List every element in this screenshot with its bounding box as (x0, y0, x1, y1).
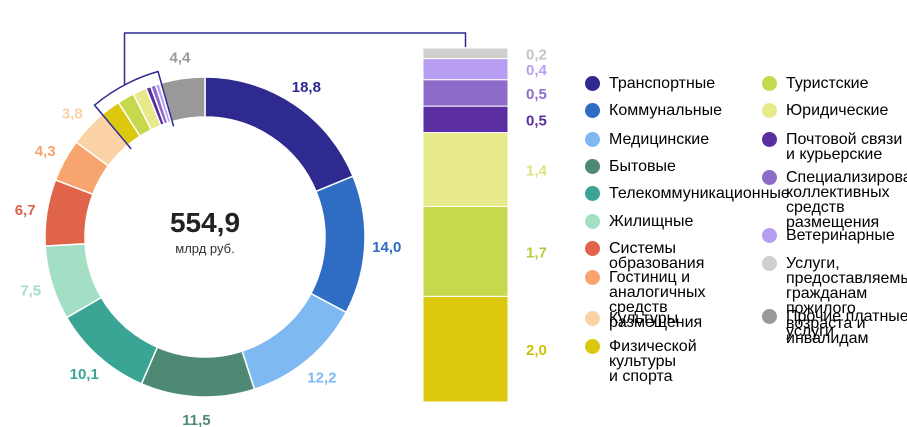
legend-swatch (762, 76, 777, 91)
legend-item-бытовые: Бытовые (585, 158, 735, 175)
donut-label-системы-образования: 6,7 (15, 202, 36, 219)
donut-label-коммунальные: 14,0 (372, 239, 401, 256)
bar-label-физической-культуры-и-спорта: 2,0 (526, 342, 547, 359)
bracket-connector-line (123, 32, 467, 85)
legend-swatch (585, 339, 600, 354)
center-total-unit: млрд руб. (175, 241, 234, 256)
bar-label-ветеринарные: 0,4 (526, 62, 548, 79)
legend-label: Прочие платные услуги (786, 308, 907, 340)
legend-label: Специализированных коллективных средств … (786, 169, 907, 231)
legend-item-коммунальные: Коммунальные (585, 102, 735, 119)
bar-segment-физической-культуры-и-спорта (422, 295, 509, 403)
legend-item-системы-образования: Системы образования (585, 240, 735, 272)
legend-swatch (762, 170, 777, 185)
donut-slice-транспортные (204, 76, 354, 193)
bar-segment-специализированных-коллективных-средств-размещения (422, 79, 509, 107)
legend-item-ветеринарные: Ветеринарные (762, 227, 907, 244)
donut-slice-прочие-платные-услуги (160, 76, 206, 123)
legend-item-телекоммуникационные: Телекоммуникационные (585, 186, 790, 202)
bar-label-почтовой-связи-и-курьерские: 0,5 (526, 112, 547, 129)
legend-item-специализированных-коллективных-средств-размещения: Специализированных коллективных средств … (762, 169, 907, 231)
legend-item-туристские: Туристские (762, 75, 907, 92)
small-slices-bracket (93, 70, 175, 150)
legend-label: Телекоммуникационные (609, 185, 790, 202)
legend-label: Физической культуры и спорта (609, 338, 697, 385)
legend-item-жилищные: Жилищные (585, 213, 735, 230)
legend-label: Транспортные (609, 75, 716, 92)
legend-label: Туристские (786, 75, 869, 92)
donut-label-гостиниц-и-аналогичных-средств-размещения: 4,3 (35, 143, 56, 160)
bar-label-юридические: 1,4 (526, 163, 548, 180)
bar-segment-юридические (422, 132, 509, 208)
legend-item-гостиниц-и-аналогичных-средств-размещения: Гостиниц и аналогичных средств размещени… (585, 269, 735, 331)
donut-slice-коммунальные (309, 175, 366, 314)
legend-swatch (762, 103, 777, 118)
bar-label-туристские: 1,7 (526, 244, 547, 261)
legend-swatch (585, 241, 600, 256)
legend-label: Культуры (609, 310, 679, 327)
donut-label-телекоммуникационные: 10,1 (70, 366, 99, 383)
legend-label: Ветеринарные (786, 227, 895, 244)
legend-swatch (585, 103, 600, 118)
legend-swatch (585, 159, 600, 174)
legend-swatch (762, 256, 777, 271)
legend-label: Бытовые (609, 158, 676, 175)
legend-swatch (585, 270, 600, 285)
legend-label: Медицинские (609, 131, 710, 148)
bar-label-услуги-предоставляемые-гражданам-пожилого-возраста-и-инвалидам: 0,2 (526, 46, 547, 63)
donut-label-жилищные: 7,5 (20, 282, 41, 299)
bar-segment-туристские (422, 206, 509, 297)
bar-segment-ветеринарные (422, 58, 509, 81)
legend-label: Жилищные (609, 213, 694, 230)
legend-label: Юридические (786, 102, 889, 119)
bar-segment-почтовой-связи-и-курьерские (422, 105, 509, 134)
legend-item-прочие-платные-услуги: Прочие платные услуги (762, 308, 907, 340)
legend-item-культуры: Культуры (585, 310, 735, 327)
bar-segment-услуги-предоставляемые-гражданам-пожилого-возраста-и-инвалидам (422, 47, 509, 60)
legend-swatch (762, 228, 777, 243)
legend-swatch (585, 132, 600, 147)
donut-label-медицинские: 12,2 (307, 370, 336, 387)
donut-label-прочие-платные-услуги: 4,4 (169, 50, 191, 67)
donut-label-транспортные: 18,8 (292, 79, 321, 96)
donut-label-культуры: 3,8 (62, 105, 83, 122)
legend-swatch (762, 132, 777, 147)
legend-label: Почтовой связи и курьерские (786, 131, 903, 163)
legend-item-физической-культуры-и-спорта: Физической культуры и спорта (585, 338, 735, 385)
donut-slice-бытовые (140, 346, 256, 398)
legend-item-услуги-предоставляемые-гражданам-пожилого-возраста-и-инвалидам: Услуги, предоставляемые гражданам пожило… (762, 255, 907, 347)
legend-item-юридические: Юридические (762, 102, 907, 119)
legend-swatch (585, 76, 600, 91)
donut-label-бытовые: 11,5 (182, 412, 210, 427)
legend-label: Коммунальные (609, 102, 723, 119)
bar-label-специализированных-коллективных-средств-размещения: 0,5 (526, 86, 547, 103)
legend-label: Системы образования (609, 240, 705, 272)
legend-label: Гостиниц и аналогичных средств размещени… (609, 269, 706, 331)
center-total-value: 554,9 (170, 207, 240, 238)
legend-swatch (585, 186, 600, 201)
legend-swatch (585, 214, 600, 229)
legend-swatch (762, 309, 777, 324)
legend-label: Услуги, предоставляемые гражданам пожило… (786, 255, 907, 347)
legend-item-транспортные: Транспортные (585, 75, 735, 92)
legend-swatch (585, 311, 600, 326)
legend-item-медицинские: Медицинские (585, 131, 735, 148)
legend-item-почтовой-связи-и-курьерские: Почтовой связи и курьерские (762, 131, 907, 163)
